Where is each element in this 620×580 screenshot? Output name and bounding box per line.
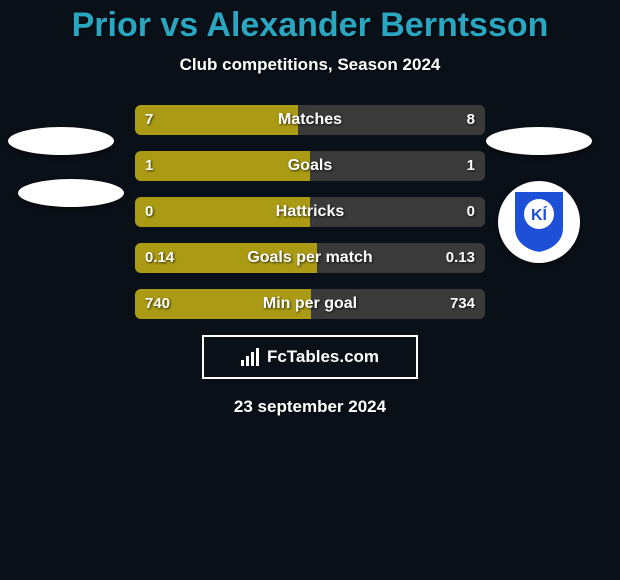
page-title: Prior vs Alexander Berntsson [0, 0, 620, 45]
stat-row: 740 734 Min per goal [135, 289, 485, 319]
team-logo-right: KÍ [498, 181, 580, 263]
placeholder-oval-left-1 [8, 127, 114, 155]
stat-value-left: 1 [145, 151, 153, 181]
shield-icon: KÍ [511, 190, 567, 254]
stat-value-right: 0.13 [446, 243, 475, 273]
stat-label: Hattricks [276, 197, 344, 227]
placeholder-oval-left-2 [18, 179, 124, 207]
stat-row: 0.14 0.13 Goals per match [135, 243, 485, 273]
stat-row: 7 8 Matches [135, 105, 485, 135]
brand-text: FcTables.com [267, 347, 379, 367]
brand-suffix: Tables.com [287, 347, 379, 366]
footer-date: 23 september 2024 [0, 397, 620, 417]
bar-chart-icon [241, 348, 261, 366]
stat-label: Goals [288, 151, 332, 181]
brand-box: FcTables.com [202, 335, 418, 379]
stat-label: Min per goal [263, 289, 357, 319]
placeholder-oval-right-1 [486, 127, 592, 155]
stat-value-left: 740 [145, 289, 170, 319]
bar-left [135, 105, 298, 135]
brand-prefix: Fc [267, 347, 287, 366]
stat-value-right: 0 [467, 197, 475, 227]
stat-value-right: 8 [467, 105, 475, 135]
stat-value-left: 0.14 [145, 243, 174, 273]
stat-rows: 7 8 Matches 1 1 Goals 0 0 Hattricks 0.14 0.13 Goals… [135, 105, 485, 319]
shield-letters: KÍ [531, 205, 548, 224]
stat-label: Matches [278, 105, 342, 135]
stat-value-right: 734 [450, 289, 475, 319]
stat-value-right: 1 [467, 151, 475, 181]
stat-row: 1 1 Goals [135, 151, 485, 181]
stat-row: 0 0 Hattricks [135, 197, 485, 227]
stat-label: Goals per match [247, 243, 372, 273]
stat-value-left: 7 [145, 105, 153, 135]
stat-value-left: 0 [145, 197, 153, 227]
bar-right [310, 151, 485, 181]
page-subtitle: Club competitions, Season 2024 [0, 55, 620, 75]
comparison-panel: KÍ 7 8 Matches 1 1 Goals 0 0 Hattricks 0.14 0.13 Go… [0, 105, 620, 319]
bar-left [135, 151, 310, 181]
